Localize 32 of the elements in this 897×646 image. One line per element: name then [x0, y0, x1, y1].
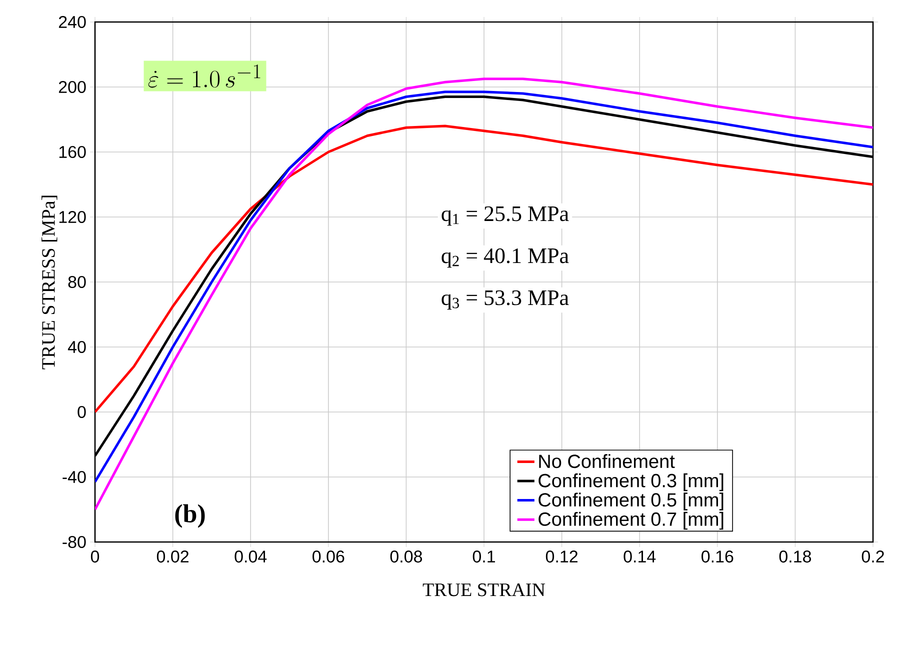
x-tick-label: 0.14: [624, 550, 656, 563]
y-tick-label: 40: [68, 340, 86, 354]
annotation: (b): [175, 504, 205, 528]
x-tick-label: 0: [90, 550, 100, 563]
x-tick-label: 0.04: [234, 550, 267, 563]
y-tick-label: -80: [62, 536, 86, 548]
x-tick-label: 0.08: [390, 550, 422, 563]
x-tick-label: 0.06: [312, 550, 344, 563]
y-tick-label: 240: [58, 16, 86, 28]
y-tick-label: 80: [68, 276, 86, 288]
y-tick-label: 120: [59, 210, 86, 224]
x-axis-title: TRUE STRAIN: [422, 583, 546, 596]
x-tick-label: 0.02: [156, 550, 188, 563]
annotation: $\dot{\varepsilon} = 1.0\,s^{-1}$: [148, 64, 260, 88]
y-tick-label: 0: [78, 406, 86, 418]
legend-label: Confinement 0.3 [mm]: [538, 473, 724, 492]
annotation: q$_{3}$ = 53.3 MPa: [442, 290, 569, 310]
x-tick-label: 0.12: [546, 550, 578, 563]
legend-label: Confinement 0.7 [mm]: [538, 512, 724, 530]
x-tick-label: 0.2: [862, 550, 884, 563]
x-tick-label: 0.1: [472, 550, 495, 563]
y-tick-label: -40: [62, 470, 86, 484]
legend-label: No Confinement: [539, 454, 675, 468]
y-axis-title: TRUE STRESS [MPa]: [42, 196, 58, 370]
legend-label: Confinement 0.5 [mm]: [538, 492, 724, 510]
x-tick-label: 0.18: [779, 550, 812, 563]
annotation: q$_{2}$ = 40.1 MPa: [442, 248, 569, 268]
y-tick-label: 200: [58, 80, 86, 94]
y-tick-label: 160: [59, 146, 86, 158]
line-series: [95, 124, 874, 414]
x-tick-label: 0.16: [702, 550, 734, 563]
annotation: q$_{1}$ = 25.5 MPa: [442, 206, 569, 226]
